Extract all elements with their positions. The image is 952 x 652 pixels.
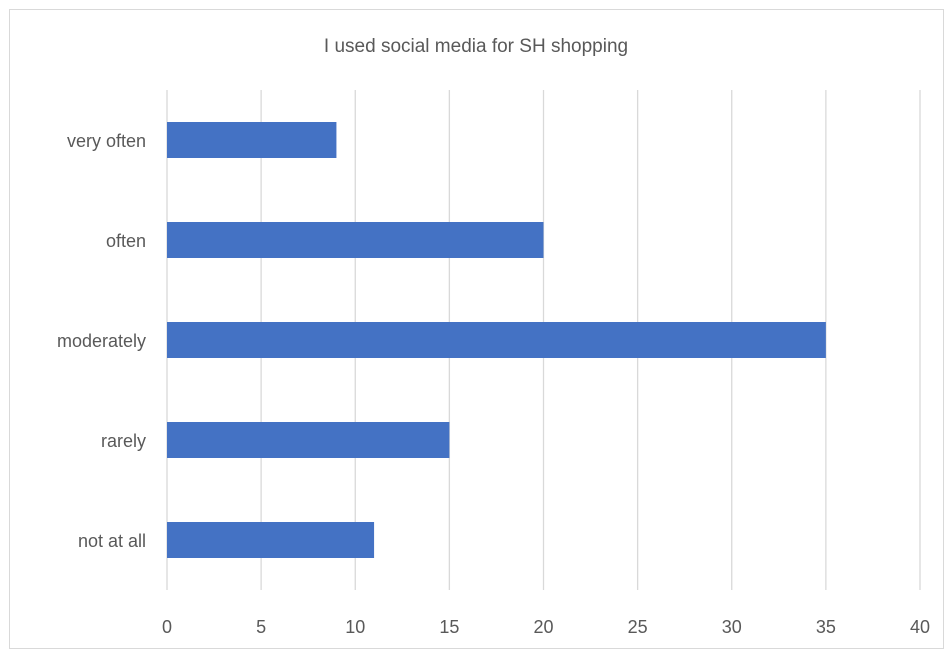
category-label: often (106, 231, 146, 251)
chart-title: I used social media for SH shopping (324, 36, 628, 57)
bar (167, 222, 544, 258)
x-tick-label: 5 (256, 617, 266, 637)
bar (167, 422, 450, 458)
x-tick-label: 40 (910, 617, 930, 637)
category-label: moderately (57, 331, 146, 351)
bar (167, 522, 375, 558)
category-label: not at all (78, 531, 146, 551)
x-tick-label: 0 (162, 617, 172, 637)
bars (167, 122, 826, 558)
x-tick-labels: 0 5 10 15 20 25 30 35 40 (162, 617, 930, 637)
x-tick-label: 10 (345, 617, 365, 637)
x-tick-label: 20 (533, 617, 553, 637)
category-label: rarely (101, 431, 146, 451)
x-tick-label: 30 (722, 617, 742, 637)
x-tick-label: 35 (816, 617, 836, 637)
bar (167, 322, 826, 358)
category-label: very often (67, 131, 146, 151)
x-tick-label: 25 (628, 617, 648, 637)
bar (167, 122, 337, 158)
x-tick-label: 15 (439, 617, 459, 637)
category-labels: very often often moderately rarely not at al… (57, 131, 146, 551)
